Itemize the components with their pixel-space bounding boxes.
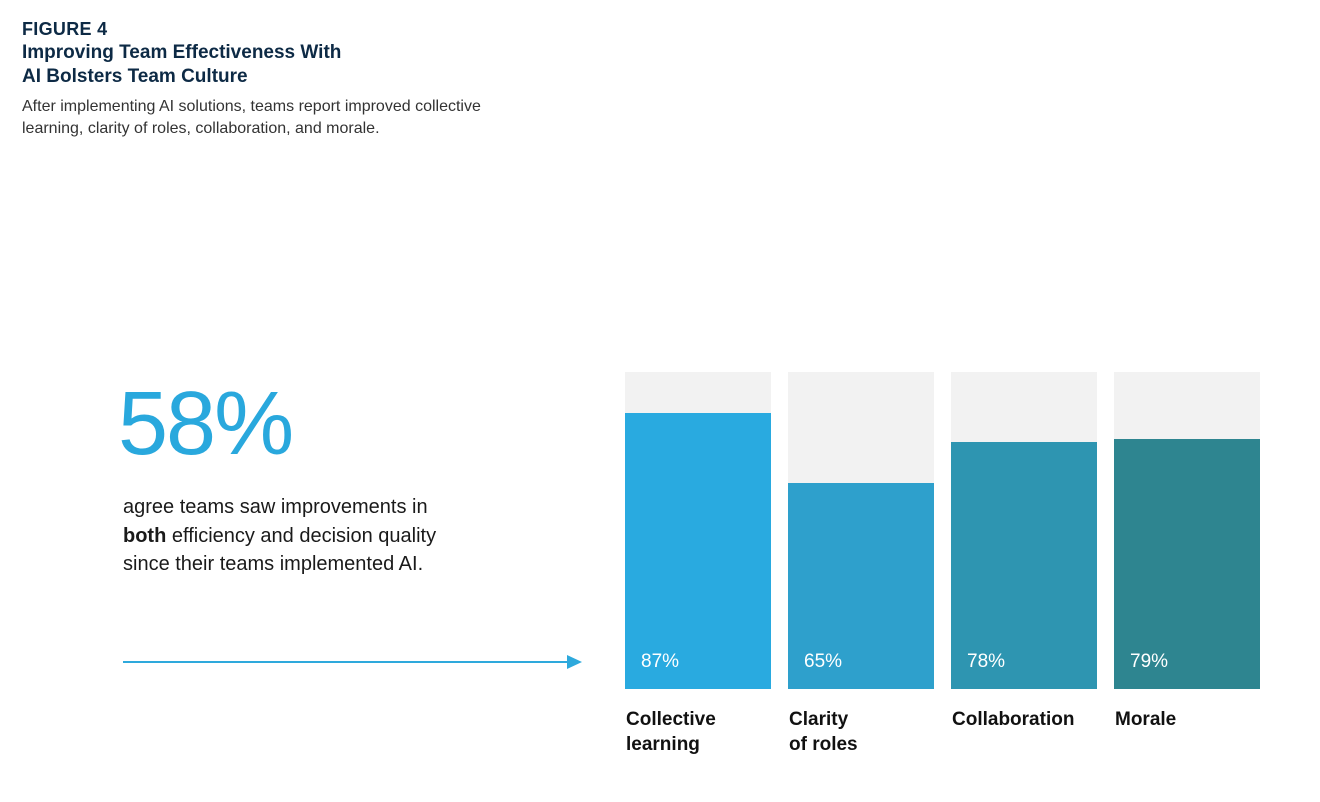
callout-text-bold: both — [123, 524, 167, 547]
figure-header: FIGURE 4 Improving Team Effectiveness Wi… — [22, 18, 662, 140]
figure-label: FIGURE 4 — [22, 19, 108, 39]
figure-subtitle: After implementing AI solutions, teams r… — [22, 98, 481, 137]
category-label: Clarity of roles — [789, 707, 945, 757]
bar-value-label: 87% — [641, 651, 680, 672]
category-label: Collective learning — [626, 707, 782, 757]
category-label-line: Collaboration — [952, 709, 1075, 730]
bar-value-label: 79% — [1130, 651, 1169, 672]
callout-description: agree teams saw improvements in both eff… — [123, 493, 443, 579]
bar-track: 87% — [625, 372, 771, 689]
bar-track: 65% — [788, 372, 934, 689]
figure-title-line-2: AI Bolsters Team Culture — [22, 66, 248, 87]
arrow-right-icon — [123, 655, 582, 669]
category-label: Morale — [1115, 707, 1271, 732]
category-label-line: Collective — [626, 709, 716, 730]
bar-track: 79% — [1114, 372, 1260, 689]
category-label-line: Clarity — [789, 709, 849, 730]
category-label-line: learning — [626, 734, 700, 755]
arrow-head — [567, 655, 582, 669]
bar: 79% — [1114, 438, 1260, 689]
bar: 78% — [951, 441, 1097, 689]
bar-value-label: 78% — [967, 651, 1006, 672]
bar: 87% — [625, 413, 771, 689]
category-label-line: of roles — [789, 734, 858, 755]
category-label: Collaboration — [952, 707, 1108, 732]
figure-title-line-1: Improving Team Effectiveness With — [22, 42, 342, 63]
bar: 65% — [788, 482, 934, 689]
category-label-line: Morale — [1115, 709, 1177, 730]
bar-value-label: 65% — [804, 651, 843, 672]
callout-text-after: efficiency and decision quality since th… — [123, 524, 437, 576]
bar-track: 78% — [951, 372, 1097, 689]
callout-stat: 58% — [118, 374, 294, 474]
callout-text-before: agree teams saw improvements in — [123, 496, 428, 518]
figure-title: Improving Team Effectiveness With AI Bol… — [22, 41, 662, 89]
